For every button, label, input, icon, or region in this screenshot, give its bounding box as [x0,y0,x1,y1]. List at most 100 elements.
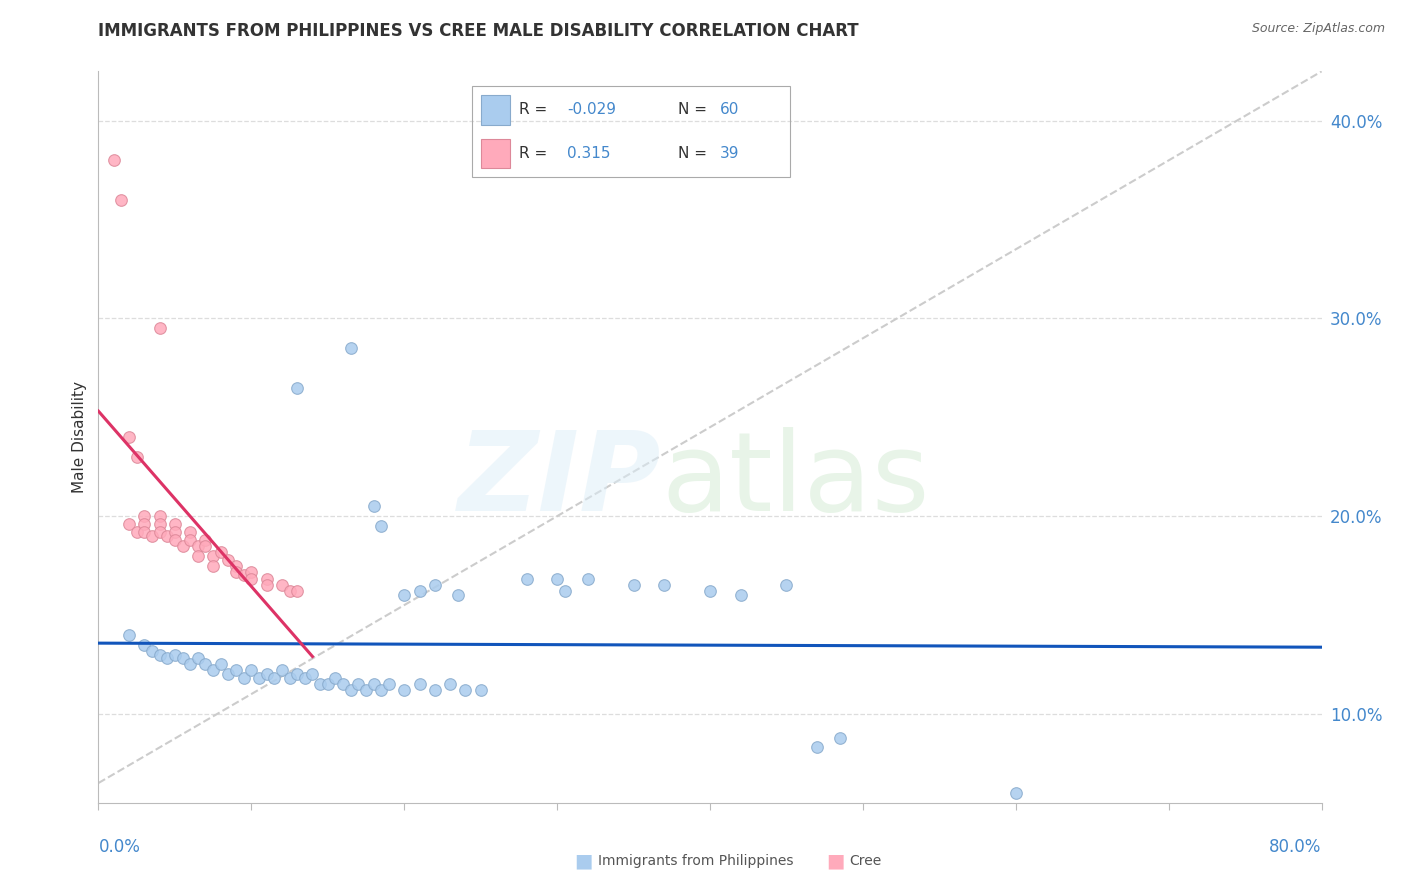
Point [1004,786,1026,800]
Point [263,671,285,685]
Point [118,628,141,642]
Point [285,667,308,681]
Point [256,667,278,681]
Text: Immigrants from Philippines: Immigrants from Philippines [598,854,793,868]
Point [179,657,201,672]
Point [775,578,797,592]
Point [194,533,217,547]
Point [294,671,316,685]
Text: 0.0%: 0.0% [98,838,141,856]
Point [217,552,239,566]
Point [125,450,148,464]
Point [278,584,301,599]
Point [370,519,392,533]
Point [652,578,675,592]
Point [194,657,217,672]
Point [316,677,339,691]
Point [240,664,263,678]
Point [423,683,446,698]
Point [202,664,225,678]
Point [179,533,201,547]
Point [576,573,599,587]
Point [118,430,141,444]
Point [163,533,186,547]
Point [163,524,186,539]
Point [209,657,232,672]
Point [347,677,370,691]
Point [363,500,385,514]
Point [339,341,361,355]
Point [623,578,645,592]
Point [149,517,172,532]
Point [134,509,156,524]
Point [187,651,209,665]
Point [225,558,247,573]
Point [232,671,254,685]
Point [110,193,132,207]
Point [156,651,179,665]
Point [247,671,270,685]
Text: atlas: atlas [661,427,929,534]
Text: Source: ZipAtlas.com: Source: ZipAtlas.com [1251,22,1385,36]
Point [828,731,851,745]
Point [285,381,308,395]
Text: 80.0%: 80.0% [1270,838,1322,856]
Point [301,667,323,681]
Point [423,578,446,592]
Point [217,667,239,681]
Point [447,588,470,602]
Point [378,677,401,691]
Point [172,651,194,665]
Text: IMMIGRANTS FROM PHILIPPINES VS CREE MALE DISABILITY CORRELATION CHART: IMMIGRANTS FROM PHILIPPINES VS CREE MALE… [98,22,859,40]
Point [363,677,385,691]
Point [554,584,576,599]
Point [134,638,156,652]
Point [439,677,461,691]
Text: ■: ■ [825,851,845,871]
Point [163,517,186,532]
Point [806,740,828,755]
Point [187,539,209,553]
Point [149,321,172,335]
Point [516,573,538,587]
Point [187,549,209,563]
Point [202,549,225,563]
Point [149,509,172,524]
Point [256,578,278,592]
Point [149,648,172,662]
Point [270,578,292,592]
Text: ■: ■ [574,851,593,871]
Point [225,565,247,579]
Point [118,517,141,532]
Point [163,648,186,662]
Point [339,683,361,698]
Point [134,517,156,532]
Point [232,568,254,582]
Point [172,539,194,553]
Point [103,153,125,168]
Point [285,584,308,599]
Point [470,683,492,698]
Point [141,529,163,543]
Point [392,683,416,698]
Point [408,584,430,599]
Point [149,524,172,539]
Point [256,573,278,587]
Point [141,643,163,657]
Point [370,683,392,698]
Point [125,524,148,539]
Y-axis label: Male Disability: Male Disability [72,381,87,493]
Point [454,683,477,698]
Point [699,584,721,599]
Text: Cree: Cree [849,854,882,868]
Point [392,588,416,602]
Point [325,671,347,685]
Point [546,573,568,587]
Point [332,677,354,691]
Point [730,588,752,602]
Point [225,664,247,678]
Point [354,683,377,698]
Point [179,524,201,539]
Point [408,677,430,691]
Point [156,529,179,543]
